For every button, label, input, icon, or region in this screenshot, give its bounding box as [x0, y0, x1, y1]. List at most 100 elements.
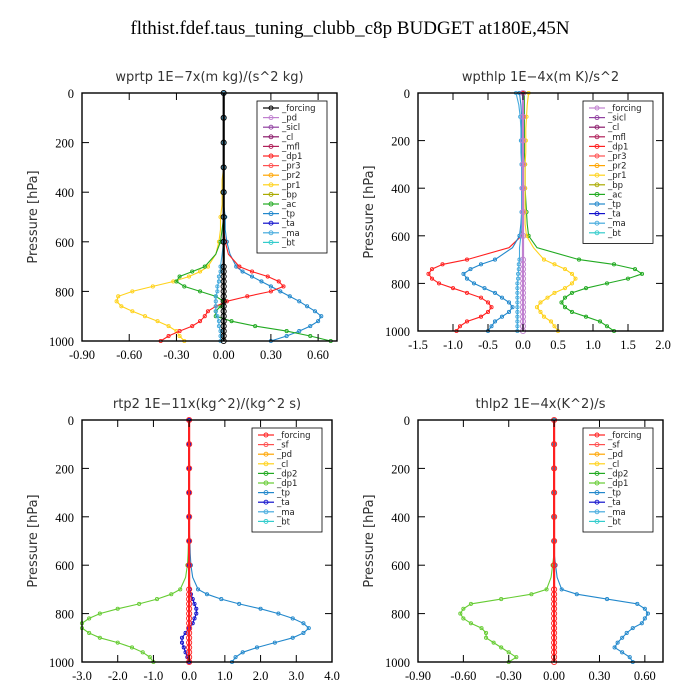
legend-marker [268, 201, 274, 207]
data-point [562, 305, 568, 310]
data-point [632, 267, 638, 272]
data-point [471, 281, 477, 286]
data-point [429, 267, 435, 272]
panel-3: rtp2 1E−11x(kg^2)/(kg^2 s) Pressure [hPa]… [26, 397, 340, 683]
legend-label: _ac [281, 200, 296, 210]
data-point [515, 324, 520, 329]
data-point [259, 279, 264, 284]
data-point [499, 597, 504, 602]
legend-label: _sf [276, 441, 290, 451]
legend-label: _dp1 [276, 479, 297, 489]
data-point [506, 300, 512, 305]
data-point [220, 139, 227, 146]
data-point [464, 290, 470, 295]
y-axis-label: Pressure [hPa] [362, 165, 377, 258]
data-point [461, 271, 466, 276]
data-point [183, 630, 188, 636]
y-tick-label: 1000 [385, 325, 410, 339]
data-point [192, 601, 197, 606]
data-point [515, 314, 520, 319]
data-point [166, 324, 171, 329]
legend-label: _cl [276, 460, 288, 470]
data-point [484, 635, 489, 640]
plot-frame [81, 92, 338, 342]
data-point [147, 655, 152, 660]
data-point [174, 279, 179, 284]
legend-marker [268, 220, 274, 226]
data-point [440, 262, 445, 267]
legend-marker [594, 163, 600, 169]
data-point [559, 587, 564, 592]
y-tick-label: 200 [55, 137, 74, 151]
data-point [220, 213, 227, 221]
data-point [150, 284, 155, 289]
legend-marker [263, 470, 269, 476]
legend-marker [263, 509, 269, 515]
data-point [552, 262, 557, 267]
legend-marker [594, 134, 600, 140]
data-point [485, 309, 491, 315]
data-point [219, 597, 224, 602]
data-point [597, 319, 603, 324]
data-point [278, 289, 283, 294]
data-point [114, 299, 119, 304]
data-point [630, 626, 635, 631]
x-tick-label: 0.00 [543, 669, 565, 683]
data-point [612, 645, 617, 650]
data-point [574, 592, 579, 597]
plot-frame [81, 419, 333, 663]
data-point [272, 640, 277, 645]
data-point [237, 601, 242, 606]
legend-label: _cl [281, 133, 293, 143]
data-point [569, 290, 575, 295]
data-point [186, 465, 193, 472]
data-point [179, 640, 185, 645]
data-point [249, 269, 255, 274]
legend-label: _pr1 [607, 171, 627, 181]
legend-label: _forcing [607, 431, 642, 441]
data-point [515, 295, 520, 300]
data-point [253, 324, 258, 329]
data-point [186, 537, 193, 545]
y-axis-label: Pressure [hPa] [362, 494, 377, 587]
data-point [183, 650, 188, 655]
data-point [519, 232, 527, 239]
y-tick-label: 0 [404, 414, 410, 428]
data-point [305, 304, 310, 309]
data-point [319, 314, 324, 319]
data-point [519, 137, 527, 144]
data-point [519, 161, 527, 168]
data-point [301, 630, 306, 636]
data-point [499, 645, 504, 650]
data-point [306, 626, 311, 631]
data-point [130, 309, 135, 314]
series-line [427, 93, 524, 332]
legend-label: _dp2 [607, 469, 628, 479]
panel-title: wprtp 1E−7x(m kg)/(s^2 kg) [115, 70, 303, 85]
data-point [541, 314, 547, 319]
data-point [468, 621, 473, 626]
legend-marker [268, 182, 274, 188]
data-point [518, 114, 523, 119]
data-point [130, 289, 135, 294]
legend-marker [594, 461, 600, 467]
legend-marker [594, 220, 600, 226]
data-point [524, 114, 529, 119]
data-point [506, 309, 512, 315]
data-point [312, 309, 318, 314]
legend-marker [594, 201, 600, 207]
x-tick-label: -0.5 [478, 338, 498, 352]
data-point [240, 650, 245, 655]
data-point [482, 286, 487, 291]
x-tick-label: -0.90 [405, 669, 431, 683]
data-point [290, 616, 295, 621]
data-point [182, 284, 187, 289]
data-point [290, 635, 295, 640]
data-point [186, 513, 193, 520]
data-point [190, 269, 195, 274]
y-tick-label: 200 [391, 462, 410, 476]
panel-2: wpthlp 1E−4x(m K)/s^2 Pressure [hPa] 0 200 4… [362, 70, 671, 352]
data-point [268, 284, 273, 289]
data-point [457, 324, 463, 329]
series-line [515, 92, 523, 331]
